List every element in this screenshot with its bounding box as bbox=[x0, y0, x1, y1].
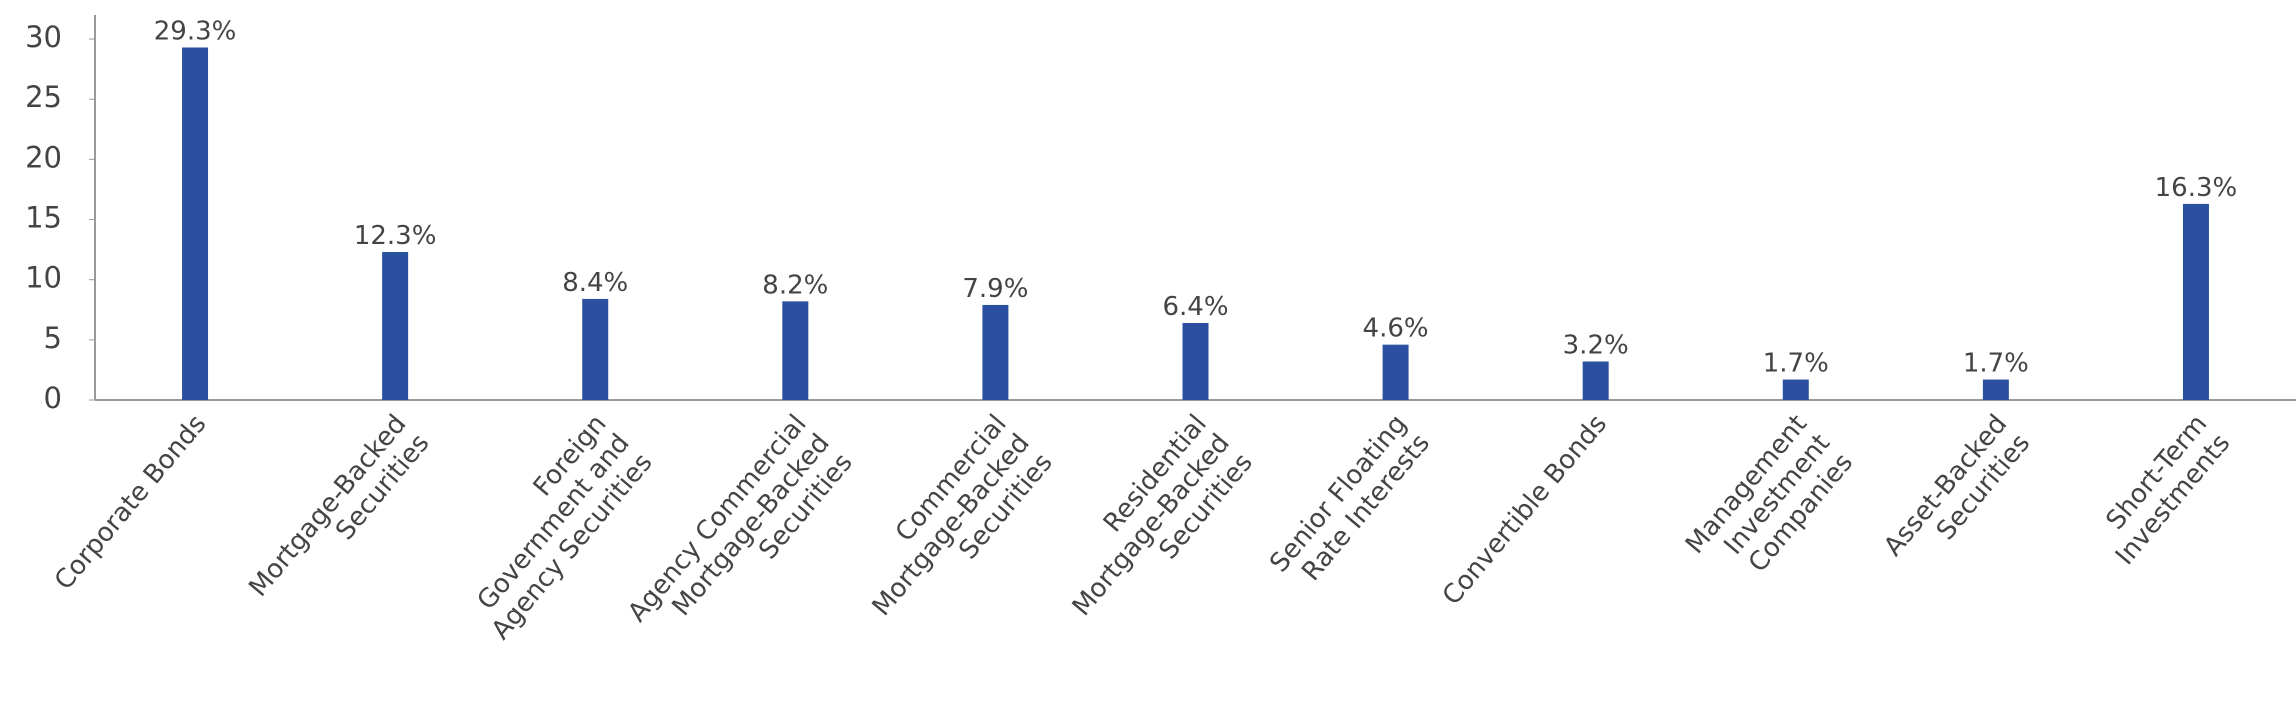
bar bbox=[982, 304, 1009, 400]
bar bbox=[2182, 203, 2209, 400]
y-tick-label: 15 bbox=[25, 201, 62, 235]
value-label: 12.3% bbox=[354, 221, 437, 251]
value-label: 4.6% bbox=[1363, 314, 1429, 344]
value-label: 16.3% bbox=[2155, 173, 2238, 203]
value-label: 3.2% bbox=[1563, 331, 1629, 361]
x-tick-label-line: Corporate Bonds bbox=[49, 409, 212, 596]
y-tick-label: 10 bbox=[25, 261, 62, 295]
value-label: 1.7% bbox=[1963, 349, 2029, 379]
x-tick-label-line: Convertible Bonds bbox=[1437, 409, 1613, 611]
bar bbox=[782, 301, 809, 400]
value-label: 29.3% bbox=[154, 16, 237, 46]
y-tick-label: 0 bbox=[44, 381, 62, 415]
bar bbox=[382, 252, 409, 400]
x-tick-label: Convertible Bonds bbox=[1437, 409, 1613, 611]
value-label: 6.4% bbox=[1162, 292, 1228, 322]
bar bbox=[1982, 379, 2009, 400]
value-label: 7.9% bbox=[962, 274, 1028, 304]
value-label: 8.4% bbox=[562, 268, 628, 298]
bar bbox=[1182, 323, 1209, 400]
bar bbox=[1582, 361, 1609, 400]
y-tick-label: 30 bbox=[25, 20, 62, 54]
x-tick-label-line: Mortgage-Backed bbox=[243, 409, 412, 602]
x-tick-label: Corporate Bonds bbox=[49, 409, 212, 596]
y-tick-label: 5 bbox=[44, 321, 62, 355]
y-tick-label: 25 bbox=[25, 80, 62, 114]
bar bbox=[1382, 344, 1409, 400]
value-label: 1.7% bbox=[1763, 349, 1829, 379]
bar bbox=[582, 298, 609, 400]
x-tick-label: Agency CommercialMortgage-BackedSecuriti… bbox=[622, 409, 858, 628]
value-label: 8.2% bbox=[762, 270, 828, 300]
bar bbox=[1782, 379, 1809, 400]
bar bbox=[182, 47, 209, 400]
y-tick-label: 20 bbox=[25, 140, 62, 174]
